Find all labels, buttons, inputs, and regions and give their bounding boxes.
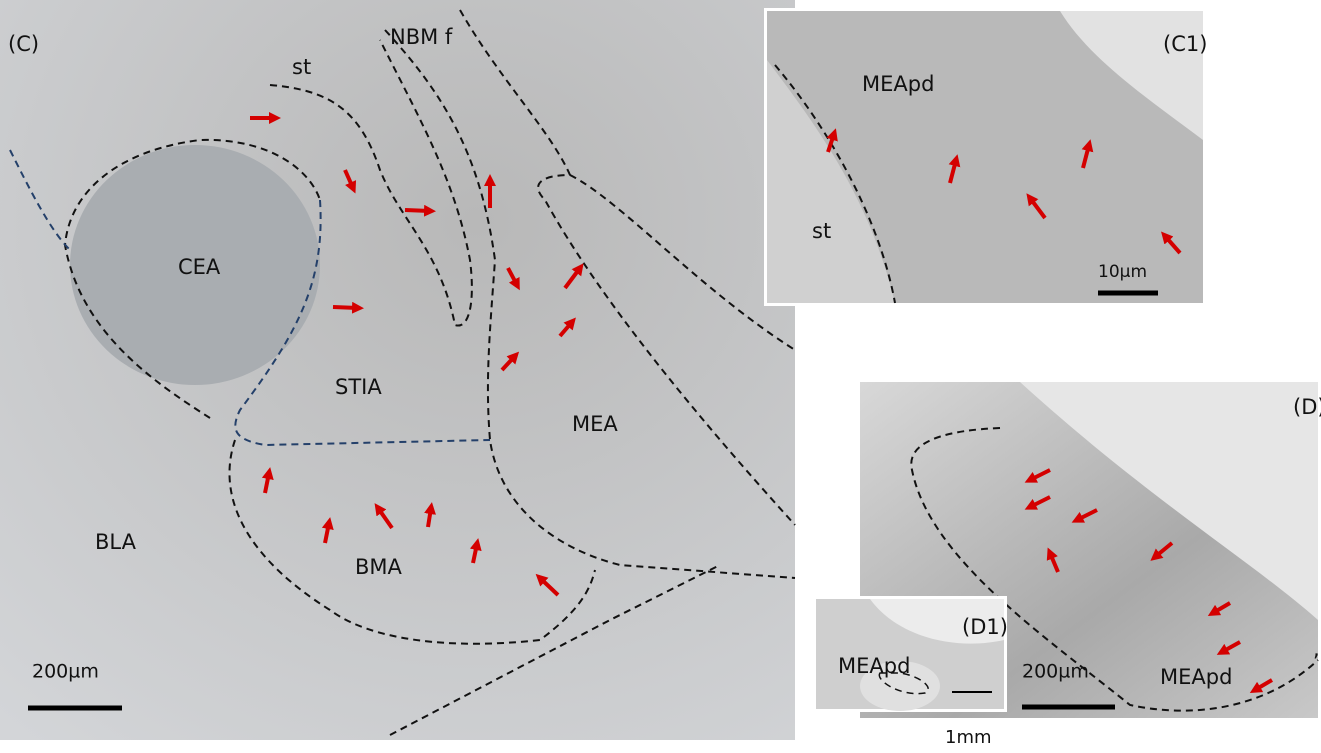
micrograph bbox=[0, 0, 795, 740]
scale-label: 200µm bbox=[32, 661, 99, 683]
region-label: st bbox=[292, 55, 311, 79]
region-label: CEA bbox=[178, 255, 221, 279]
region-label: MEApd bbox=[838, 654, 910, 678]
panel-c: (C) st NBM f CEA STIA MEA BLA BMA 200µm bbox=[0, 0, 795, 740]
region-label: BLA bbox=[95, 530, 137, 554]
region-label: MEApd bbox=[862, 72, 934, 96]
region-label: BMA bbox=[355, 555, 403, 579]
stray-text: , bbox=[1313, 637, 1320, 661]
panel-label: (C1) bbox=[1163, 32, 1207, 56]
panel-label: (C) bbox=[8, 32, 39, 56]
panel-label: (D) bbox=[1293, 395, 1321, 419]
region-label: st bbox=[812, 219, 831, 243]
figure: (C) st NBM f CEA STIA MEA BLA BMA 200µm … bbox=[0, 0, 1321, 753]
region-label: MEA bbox=[572, 412, 618, 436]
region-label: MEApd bbox=[1160, 665, 1232, 689]
scale-label: 10µm bbox=[1098, 262, 1147, 282]
scale-label: 1mm bbox=[945, 727, 992, 748]
panel-label: (D1) bbox=[962, 615, 1008, 639]
region-label: NBM f bbox=[390, 25, 453, 49]
scale-label: 200µm bbox=[1022, 661, 1089, 683]
panel-d1: (D1) MEApd 1mm bbox=[813, 596, 1008, 748]
region-label: STIA bbox=[335, 375, 382, 399]
panel-c1: (C1) MEApd st 10µm bbox=[764, 8, 1207, 306]
